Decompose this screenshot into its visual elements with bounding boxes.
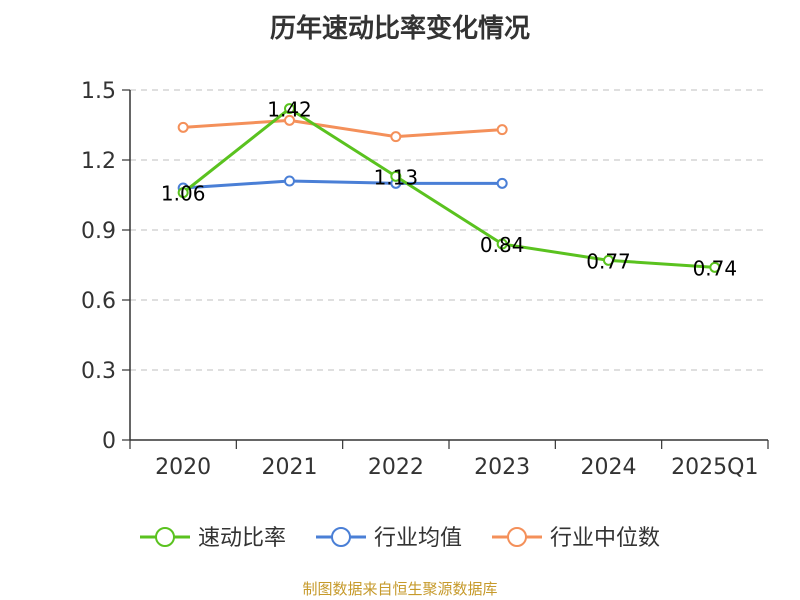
y-tick-label: 1.5 [81,79,116,104]
series-point-1 [284,175,295,187]
series-point-2 [177,121,189,133]
grid-layer [130,89,768,371]
series-point-0 [177,187,189,199]
data-label: 1.13 [374,165,419,189]
data-label: 0.84 [480,233,525,257]
data-label: 1.42 [267,98,312,122]
series-point-0 [390,170,402,182]
chart-title: 历年速动比率变化情况 [269,14,530,44]
x-tick-label: 2021 [262,455,318,480]
legend-item-2: 行业中位数 [492,526,660,551]
source-note: 制图数据来自恒生聚源数据库 [302,580,498,598]
series-point-0 [709,261,721,273]
legend-swatch-marker [331,527,351,547]
x-tick-label: 2025Q1 [671,455,758,480]
legend-swatch-marker [155,527,175,547]
data-label-layer: 1.06 1.42 1.13 0.84 0.77 0.74 [161,98,737,281]
legend-item-0: 速动比率 [140,526,286,551]
series-layer [177,103,721,273]
y-tick-label: 0.6 [81,289,116,314]
x-tick-label: 2023 [474,455,530,480]
series-line-0 [182,107,715,269]
series-point-2 [390,131,402,143]
x-tick-label: 2024 [581,455,637,480]
y-tick-label: 0.9 [81,219,116,244]
y-tick-label: 0 [102,429,116,454]
y-tick-label: 0.3 [81,359,116,384]
series-point-2 [284,114,295,126]
series-point-1 [496,177,508,189]
legend: 速动比率 行业均值 行业中位数 [140,526,660,551]
legend-item-1: 行业均值 [316,526,462,551]
y-tick-label: 1.2 [81,149,116,174]
data-label: 0.77 [586,249,631,273]
legend-label: 行业中位数 [550,526,660,551]
series-line-1 [183,179,503,190]
data-label: 1.06 [161,182,206,206]
x-tick-label: 2022 [368,455,424,480]
x-tick-label: 2020 [155,455,211,480]
axis-layer: 0 0.3 0.6 0.9 1.2 1.5 2020 2021 2022 2023 2024 2025… [81,79,769,480]
data-label: 0.74 [693,256,738,280]
series-line-2 [183,118,503,139]
series-point-0 [284,103,295,115]
legend-label: 行业均值 [374,526,462,551]
series-point-0 [603,254,614,266]
legend-label: 速动比率 [198,526,286,551]
legend-swatch-marker [507,527,527,547]
series-point-0 [496,238,508,250]
series-point-2 [496,124,508,136]
